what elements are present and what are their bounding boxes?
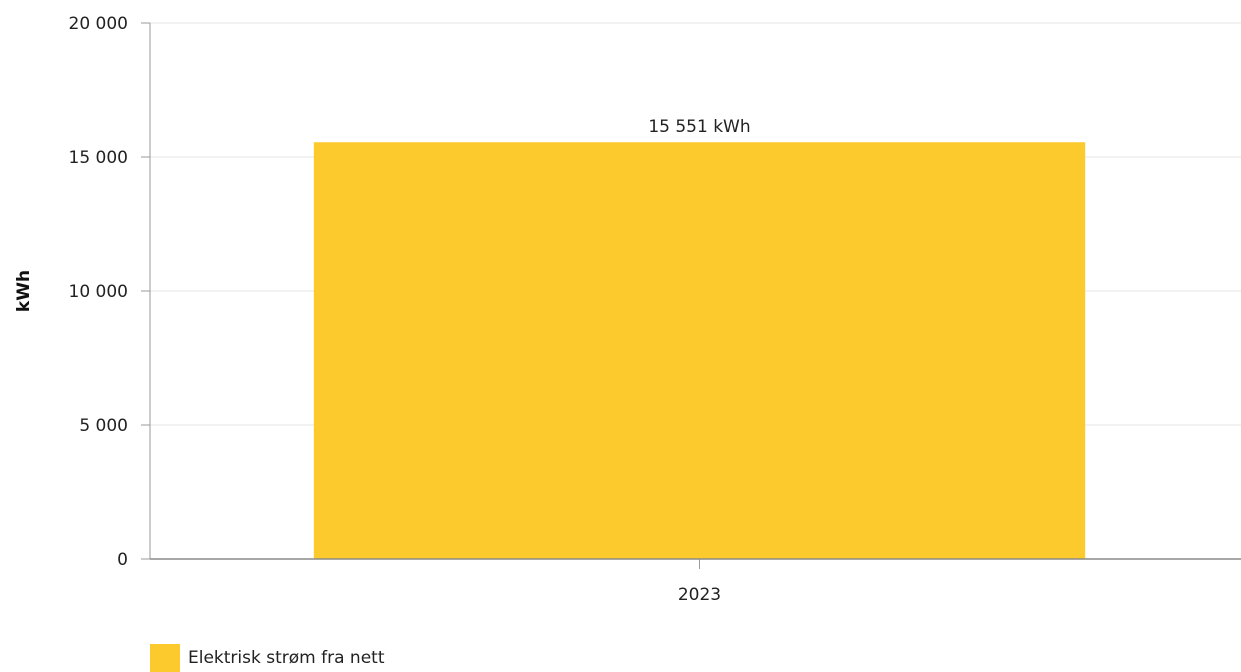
x-tick-label: 2023 <box>678 585 721 605</box>
y-tick-label: 0 <box>117 550 128 570</box>
y-tick-label: 20 000 <box>69 14 128 34</box>
bar-data-label: 15 551 kWh <box>648 117 750 137</box>
legend: Elektrisk strøm fra nett <box>150 644 385 672</box>
bars <box>313 142 1086 559</box>
data-labels: 15 551 kWh <box>648 117 750 137</box>
x-axis-ticks: 2023 <box>678 559 721 605</box>
y-axis-title: kWh <box>14 270 34 312</box>
bar-chart: 0 5 000 10 000 15 000 20 000 15 551 kWh 2023… <box>14 14 1241 605</box>
y-tick-label: 5 000 <box>79 416 128 436</box>
legend-label: Elektrisk strøm fra nett <box>188 648 385 668</box>
y-axis-ticks: 0 5 000 10 000 15 000 20 000 <box>69 14 150 570</box>
legend-swatch <box>150 644 180 672</box>
y-tick-label: 15 000 <box>69 148 128 168</box>
bar <box>313 142 1086 559</box>
y-tick-label: 10 000 <box>69 282 128 302</box>
